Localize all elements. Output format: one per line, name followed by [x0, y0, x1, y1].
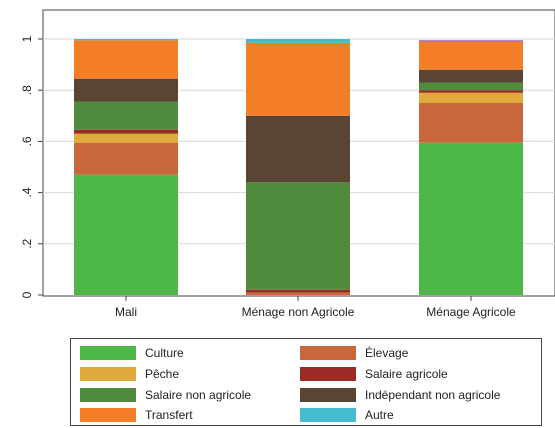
bar-segment: [74, 142, 178, 175]
y-tick-label: .8: [20, 85, 34, 95]
y-tick-label: .2: [20, 238, 34, 248]
legend-item-independant-non-agricole: Indépendant non agricole: [300, 385, 500, 405]
legend-item-salaire-non-agricole: Salaire non agricole: [80, 385, 251, 405]
bar-segment: [419, 90, 523, 93]
bar-segment: [74, 133, 178, 143]
bar-segment: [246, 39, 350, 43]
legend-swatch-elevage: [300, 346, 356, 360]
legend-swatch-transfert: [80, 408, 136, 422]
legend-label-independant-non-agricole: Indépendant non agricole: [365, 388, 501, 402]
legend-swatch-independant-non-agricole: [300, 388, 356, 402]
legend-label-peche: Pêche: [145, 367, 180, 381]
bar-segment: [419, 92, 523, 103]
bar-segment: [74, 174, 178, 295]
bar-segment: [246, 292, 350, 295]
legend-item-peche: Pêche: [80, 364, 179, 384]
y-tick-label: 0: [20, 291, 34, 298]
bar-segment: [419, 142, 523, 295]
legend-item-culture: Culture: [80, 343, 184, 363]
legend-swatch-salaire-non-agricole: [80, 388, 136, 402]
bar-segment: [74, 129, 178, 134]
x-category-label: Ménage Agricole: [426, 305, 516, 319]
legend-item-transfert: Transfert: [80, 405, 193, 425]
bar-segment: [419, 40, 523, 42]
bar-segment: [246, 289, 350, 293]
stacked-bar-chart: 0 .2 .4 .6 .8 1 Mali Ménage non Agricole Ménage…: [20, 9, 555, 319]
y-axis-ticks: 0 .2 .4 .6 .8 1: [20, 35, 43, 298]
bar-segment: [419, 82, 523, 91]
bar-segment: [74, 78, 178, 102]
legend-swatch-salaire-agricole: [300, 367, 356, 381]
bar-segment: [246, 182, 350, 290]
legend-item-elevage: Élevage: [300, 343, 408, 363]
legend-item-autre: Autre: [300, 405, 394, 425]
bar-segment: [74, 39, 178, 41]
bar-segment: [246, 42, 350, 116]
legend-swatch-autre: [300, 408, 356, 422]
legend-label-transfert: Transfert: [145, 408, 193, 422]
legend-label-culture: Culture: [145, 346, 184, 360]
y-tick-label: .4: [20, 187, 34, 197]
legend: Culture Élevage Pêche Salaire agricole S…: [70, 338, 542, 426]
legend-swatch-peche: [80, 367, 136, 381]
legend-label-salaire-agricole: Salaire agricole: [365, 367, 448, 381]
y-tick-label: .6: [20, 136, 34, 146]
bar-segment: [246, 115, 350, 183]
y-tick-label: 1: [20, 35, 34, 42]
x-axis-categories: Mali Ménage non Agricole Ménage Agricole: [115, 296, 516, 319]
x-category-label: Ménage non Agricole: [242, 305, 355, 319]
bar-segment: [419, 41, 523, 70]
bars-group: [74, 39, 523, 295]
x-category-label: Mali: [115, 305, 137, 319]
bar-segment: [74, 101, 178, 130]
bar-segment: [419, 103, 523, 143]
legend-label-autre: Autre: [365, 408, 394, 422]
legend-swatch-culture: [80, 346, 136, 360]
bar-segment: [419, 69, 523, 83]
legend-label-salaire-non-agricole: Salaire non agricole: [145, 388, 252, 402]
legend-label-elevage: Élevage: [365, 346, 409, 360]
legend-item-salaire-agricole: Salaire agricole: [300, 364, 448, 384]
bar-segment: [74, 40, 178, 79]
